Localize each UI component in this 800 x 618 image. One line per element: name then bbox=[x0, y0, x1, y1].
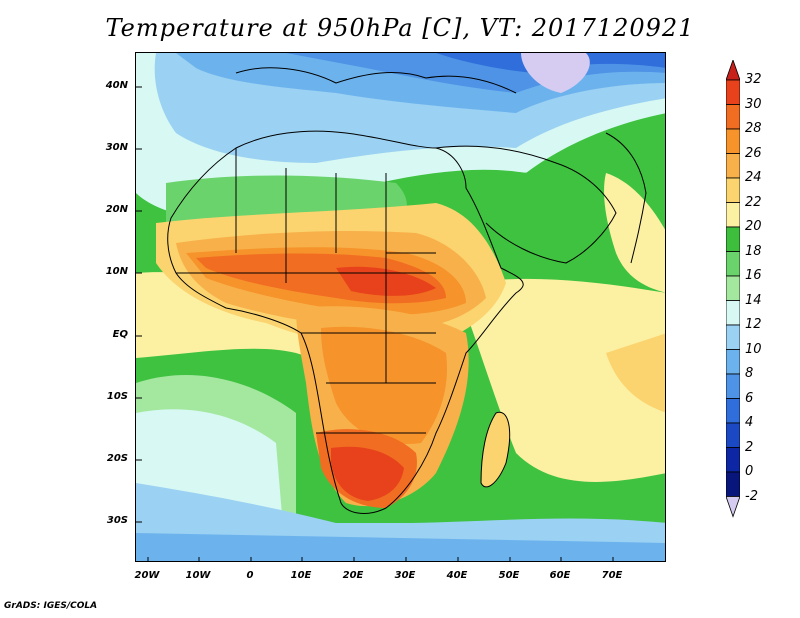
grads-credit: GrADS: IGES/COLA bbox=[4, 601, 98, 611]
lat-label-20s: 20S bbox=[106, 453, 128, 464]
colorbar-bottom-arrow bbox=[726, 496, 740, 518]
colorbar-tick-label: 24 bbox=[745, 170, 762, 185]
colorbar-tick-label: 2 bbox=[745, 439, 754, 455]
colorbar-tick-label: -2 bbox=[745, 488, 758, 504]
lon-label-30e: 30E bbox=[394, 570, 416, 581]
colorbar-tick-label: 4 bbox=[745, 415, 754, 430]
lat-label-20n: 20N bbox=[105, 204, 128, 215]
lon-label-20w: 20W bbox=[134, 570, 160, 581]
colorbar-tick-label: 16 bbox=[745, 268, 762, 283]
colorbar-box bbox=[726, 324, 740, 350]
lat-label-30s: 30S bbox=[106, 515, 128, 526]
colorbar-tick-label: 32 bbox=[745, 72, 762, 87]
map-title: Temperature at 950hPa [C], VT: 201712092… bbox=[105, 14, 695, 42]
lon-label-40e: 40E bbox=[446, 570, 468, 581]
colorbar-tick-label: 20 bbox=[745, 219, 762, 234]
colorbar-tick-label: 10 bbox=[745, 341, 762, 357]
colorbar-box bbox=[726, 349, 740, 375]
lon-label-20e: 20E bbox=[342, 570, 364, 581]
colorbar-box bbox=[726, 104, 740, 130]
temperature-map bbox=[135, 52, 666, 562]
colorbar-tick-label: 14 bbox=[745, 292, 762, 308]
colorbar-tick-label: 18 bbox=[745, 243, 762, 259]
lat-label-eq: EQ bbox=[112, 329, 128, 340]
colorbar-box bbox=[726, 300, 740, 326]
lon-label-50e: 50E bbox=[498, 570, 520, 581]
temperature-field bbox=[136, 53, 665, 561]
lon-label-60e: 60E bbox=[549, 570, 571, 581]
colorbar-box bbox=[726, 226, 740, 252]
colorbar-box bbox=[726, 447, 740, 473]
colorbar-box bbox=[726, 398, 740, 424]
colorbar-tick-label: 26 bbox=[745, 145, 762, 161]
lat-label-30n: 30N bbox=[105, 142, 128, 153]
colorbar-tick-label: 12 bbox=[745, 317, 762, 332]
colorbar-box bbox=[726, 128, 740, 154]
lon-label-10e: 10E bbox=[290, 570, 312, 581]
color-scale-bar bbox=[726, 60, 740, 518]
colorbar-box bbox=[726, 471, 740, 497]
colorbar-box bbox=[726, 275, 740, 301]
lon-label-0: 0 bbox=[246, 570, 254, 581]
colorbar-tick-label: 28 bbox=[745, 121, 762, 136]
colorbar-tick-label: 30 bbox=[745, 96, 762, 112]
lat-label-40n: 40N bbox=[105, 80, 128, 91]
colorbar-box bbox=[726, 79, 740, 105]
colorbar-box bbox=[726, 422, 740, 448]
colorbar-tick-label: 8 bbox=[745, 366, 754, 381]
colorbar-top-arrow bbox=[726, 60, 740, 81]
colorbar-tick-label: 6 bbox=[745, 390, 754, 406]
lat-label-10n: 10N bbox=[105, 266, 128, 277]
colorbar-box bbox=[726, 373, 740, 399]
colorbar-box bbox=[726, 153, 740, 179]
colorbar-box bbox=[726, 177, 740, 203]
colorbar-box bbox=[726, 202, 740, 228]
lon-label-70e: 70E bbox=[601, 570, 623, 581]
colorbar-box bbox=[726, 251, 740, 277]
colorbar-tick-label: 22 bbox=[745, 194, 762, 210]
lat-label-10s: 10S bbox=[106, 391, 128, 402]
lon-label-10w: 10W bbox=[185, 570, 211, 581]
colorbar-tick-label: 0 bbox=[745, 464, 754, 479]
